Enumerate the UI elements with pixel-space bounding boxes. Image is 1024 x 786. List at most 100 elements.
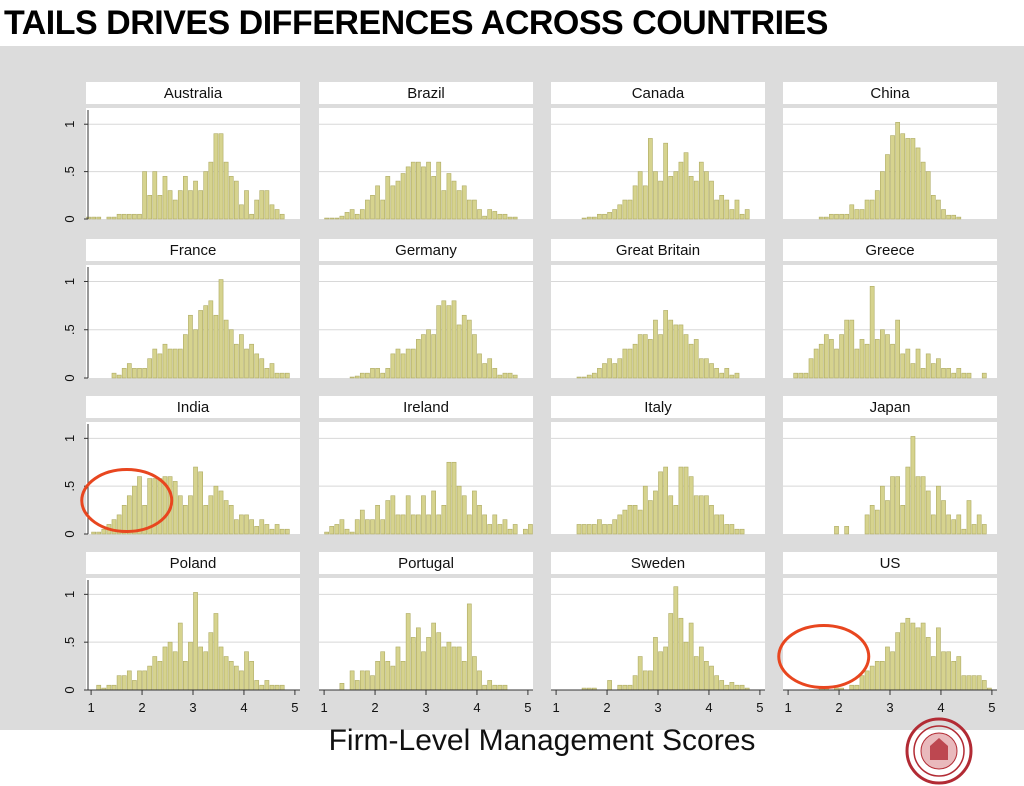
histogram-bar [259,519,265,535]
histogram-bar [874,190,880,220]
histogram-bar [239,514,244,535]
histogram-bar [744,209,750,220]
histogram-bar [239,204,244,220]
histogram-bar [96,531,102,535]
histogram-bar [284,372,290,379]
histogram-bar [370,675,375,691]
histogram-bar [111,519,117,535]
histogram-bar [354,213,360,220]
histogram-bar [264,524,270,535]
histogram-bar [395,514,401,535]
lower-tail-highlight-circle [777,624,871,690]
histogram-bar [410,637,416,691]
histogram-bar [956,656,962,691]
histogram-bar [121,675,127,691]
histogram-bar [390,353,396,379]
plot-region [551,578,765,690]
histogram-bar [900,133,906,220]
histogram-bar [213,613,219,691]
panel-title: Greece [865,242,914,259]
histogram-bar [259,358,265,379]
histogram-bar [477,209,482,220]
histogram-bar [446,305,452,379]
plot-region [783,578,997,690]
histogram-bar [663,646,668,691]
histogram-bar [839,334,844,379]
histogram-bar [137,670,142,691]
histogram-bar [607,524,612,535]
histogram-bar [254,199,260,220]
histogram-bar [436,514,442,535]
histogram-bar [864,343,870,379]
histogram-bar [648,670,653,691]
histogram-bar [864,670,870,691]
histogram-bar [121,505,127,535]
histogram-bar [436,161,442,220]
histogram-bar [890,651,895,691]
panel-header [783,396,997,418]
x-tick-label: 2 [138,700,145,715]
histogram-bar [497,213,503,220]
histogram-bar [632,185,638,220]
histogram-bar [157,478,163,535]
histogram-bar [673,505,679,535]
histogram-bar [874,339,880,379]
histogram-bar [688,176,694,220]
histogram-bar [941,368,946,379]
histogram-bar [859,209,865,220]
panel-china: China [783,82,997,220]
histogram-bar [426,637,431,691]
histogram-bar [693,495,699,535]
histogram-bar [254,680,260,691]
histogram-bar [818,343,824,379]
histogram-bar [961,528,967,535]
histogram-bar [116,514,122,535]
histogram-bar [157,661,163,691]
histogram-bar [617,684,623,691]
histogram-bar [591,216,597,220]
histogram-bar [844,526,850,535]
histogram-bar [239,334,244,379]
histogram-bar [591,372,597,379]
histogram-bar [653,637,658,691]
histogram-bar [405,613,411,691]
histogram-bar [632,675,638,691]
histogram-bar [426,161,431,220]
panel-australia: Australia 0 .5 1 [62,82,300,223]
histogram-bar [910,622,916,691]
histogram-bar [249,213,254,220]
histogram-bar [885,646,890,691]
histogram-bar [244,514,249,535]
histogram-bar [729,682,735,691]
histogram-bar [111,216,117,220]
histogram-bar [653,171,658,220]
panel-title: Portugal [398,555,454,572]
histogram-bar [793,372,799,379]
x-tick-label: 1 [552,700,559,715]
histogram-bar [162,476,168,535]
histogram-bar [648,339,653,379]
histogram-bar [339,519,345,535]
x-tick-label: 4 [240,700,247,715]
histogram-bar [177,348,183,379]
histogram-bar [244,190,249,220]
y-tick-label: .5 [62,166,77,177]
histogram-bar [385,661,391,691]
histogram-bar [410,514,416,535]
panel-title: China [870,85,910,102]
histogram-bar [946,214,951,220]
histogram-bar [966,500,972,535]
histogram-bar [137,476,142,535]
histogram-bar [591,524,597,535]
panel-header [551,239,765,261]
histogram-bar [673,324,679,379]
panel-header [319,552,533,574]
panel-header [551,552,765,574]
histogram-bar [213,314,219,379]
panel-header [319,82,533,104]
histogram-bar [497,524,503,535]
histogram-bar [461,495,467,535]
histogram-bar [946,651,951,691]
x-tick-label: 5 [291,700,298,715]
x-tick-label: 3 [654,700,661,715]
